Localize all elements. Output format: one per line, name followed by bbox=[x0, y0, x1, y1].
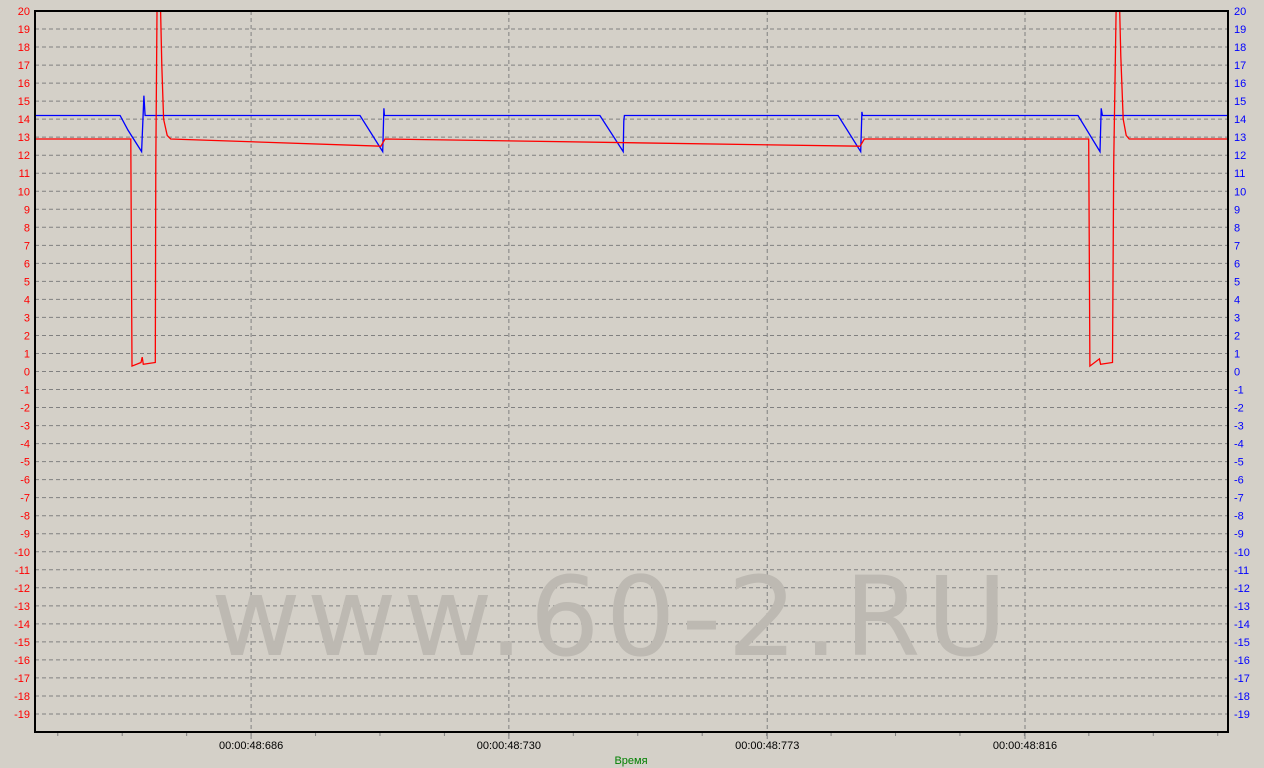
y-tick-label-left: -18 bbox=[14, 691, 30, 703]
plot-frame bbox=[34, 10, 1229, 739]
y-tick-label-right: 2 bbox=[1234, 330, 1240, 342]
y-tick-label-left: 11 bbox=[19, 168, 30, 180]
y-tick-label-left: 18 bbox=[18, 42, 30, 54]
y-tick-label-right: 13 bbox=[1234, 132, 1246, 144]
y-tick-label-left: -7 bbox=[20, 493, 30, 505]
y-tick-label-right: 1 bbox=[1234, 348, 1240, 360]
y-tick-label-left: 9 bbox=[24, 204, 30, 216]
y-tick-label-left: -1 bbox=[20, 385, 30, 397]
y-tick-label-left: -19 bbox=[14, 709, 30, 721]
y-tick-label-right: -17 bbox=[1234, 673, 1250, 685]
y-tick-label-left: -5 bbox=[20, 457, 30, 469]
y-tick-label-left: 4 bbox=[24, 294, 30, 306]
y-tick-label-left: 17 bbox=[18, 60, 30, 72]
x-tick-label: 00:00:48:686 bbox=[219, 740, 283, 752]
y-tick-label-left: 16 bbox=[18, 78, 30, 90]
y-tick-label-right: 6 bbox=[1234, 258, 1240, 270]
y-tick-label-right: -13 bbox=[1234, 601, 1250, 613]
y-tick-label-right: 9 bbox=[1234, 204, 1240, 216]
y-tick-label-left: -9 bbox=[20, 529, 30, 541]
y-tick-label-left: 6 bbox=[24, 258, 30, 270]
y-tick-label-left: 3 bbox=[24, 312, 30, 324]
y-tick-label-right: 4 bbox=[1234, 294, 1240, 306]
y-tick-label-right: 8 bbox=[1234, 222, 1240, 234]
grid bbox=[35, 11, 1228, 732]
y-tick-label-right: -5 bbox=[1234, 457, 1244, 469]
y-tick-label-left: 20 bbox=[18, 6, 30, 18]
y-tick-label-right: -8 bbox=[1234, 511, 1244, 523]
y-tick-label-right: -10 bbox=[1234, 547, 1250, 559]
series-line-blue bbox=[35, 95, 1228, 154]
y-tick-label-right: -11 bbox=[1234, 565, 1249, 577]
y-tick-label-left: -15 bbox=[14, 637, 30, 649]
x-tick-label: 00:00:48:730 bbox=[477, 740, 541, 752]
y-tick-label-right: 3 bbox=[1234, 312, 1240, 324]
x-axis-title: Время bbox=[614, 755, 647, 767]
y-tick-label-right: -6 bbox=[1234, 475, 1244, 487]
y-tick-label-left: -2 bbox=[20, 403, 30, 415]
y-tick-label-right: 19 bbox=[1234, 24, 1246, 36]
y-tick-label-left: 13 bbox=[18, 132, 30, 144]
y-tick-label-right: 17 bbox=[1234, 60, 1246, 72]
y-tick-label-right: -16 bbox=[1234, 655, 1250, 667]
y-tick-label-right: -14 bbox=[1234, 619, 1250, 631]
y-tick-label-left: -3 bbox=[20, 421, 30, 433]
y-tick-label-right: -15 bbox=[1234, 637, 1250, 649]
y-tick-label-left: -13 bbox=[14, 601, 30, 613]
y-tick-label-right: -19 bbox=[1234, 709, 1250, 721]
y-tick-label-left: 7 bbox=[24, 240, 30, 252]
plot-border bbox=[34, 10, 1229, 733]
y-tick-label-left: -6 bbox=[20, 475, 30, 487]
y-tick-label-left: 1 bbox=[24, 348, 30, 360]
y-tick-label-right: 11 bbox=[1234, 168, 1245, 180]
y-tick-label-left: -16 bbox=[14, 655, 30, 667]
y-tick-label-right: 18 bbox=[1234, 42, 1246, 54]
y-tick-label-right: 16 bbox=[1234, 78, 1246, 90]
y-tick-label-left: -4 bbox=[20, 439, 30, 451]
y-tick-label-left: 0 bbox=[24, 367, 30, 379]
y-tick-label-left: 12 bbox=[18, 150, 30, 162]
y-tick-label-left: -11 bbox=[15, 565, 30, 577]
y-tick-label-right: 5 bbox=[1234, 276, 1240, 288]
y-tick-label-left: -10 bbox=[14, 547, 30, 559]
y-tick-label-left: -8 bbox=[20, 511, 30, 523]
y-tick-label-right: 20 bbox=[1234, 6, 1246, 18]
y-tick-label-left: 5 bbox=[24, 276, 30, 288]
y-tick-label-right: -7 bbox=[1234, 493, 1244, 505]
y-tick-label-right: -9 bbox=[1234, 529, 1244, 541]
y-tick-label-right: 15 bbox=[1234, 96, 1246, 108]
y-tick-label-left: 15 bbox=[18, 96, 30, 108]
y-tick-label-right: -2 bbox=[1234, 403, 1244, 415]
y-tick-label-right: 12 bbox=[1234, 150, 1246, 162]
series-line-red bbox=[35, 11, 1228, 368]
y-tick-label-left: -17 bbox=[14, 673, 30, 685]
y-tick-label-right: -4 bbox=[1234, 439, 1244, 451]
y-tick-label-left: 8 bbox=[24, 222, 30, 234]
y-tick-label-left: 14 bbox=[18, 114, 30, 126]
x-tick-label: 00:00:48:816 bbox=[993, 740, 1057, 752]
y-tick-label-right: 7 bbox=[1234, 240, 1240, 252]
series-layer bbox=[35, 11, 1228, 368]
y-tick-label-left: 2 bbox=[24, 330, 30, 342]
y-tick-label-left: -12 bbox=[14, 583, 30, 595]
y-tick-label-right: -3 bbox=[1234, 421, 1244, 433]
y-tick-label-right: 0 bbox=[1234, 367, 1240, 379]
y-tick-label-right: -1 bbox=[1234, 385, 1244, 397]
y-tick-label-right: -18 bbox=[1234, 691, 1250, 703]
y-tick-label-right: -12 bbox=[1234, 583, 1250, 595]
watermark: www.60-2.RU bbox=[211, 553, 1013, 681]
y-tick-label-left: 19 bbox=[18, 24, 30, 36]
x-tick-label: 00:00:48:773 bbox=[735, 740, 799, 752]
y-tick-label-left: -14 bbox=[14, 619, 30, 631]
y-tick-label-right: 14 bbox=[1234, 114, 1246, 126]
y-tick-label-left: 10 bbox=[18, 186, 30, 198]
y-tick-label-right: 10 bbox=[1234, 186, 1246, 198]
